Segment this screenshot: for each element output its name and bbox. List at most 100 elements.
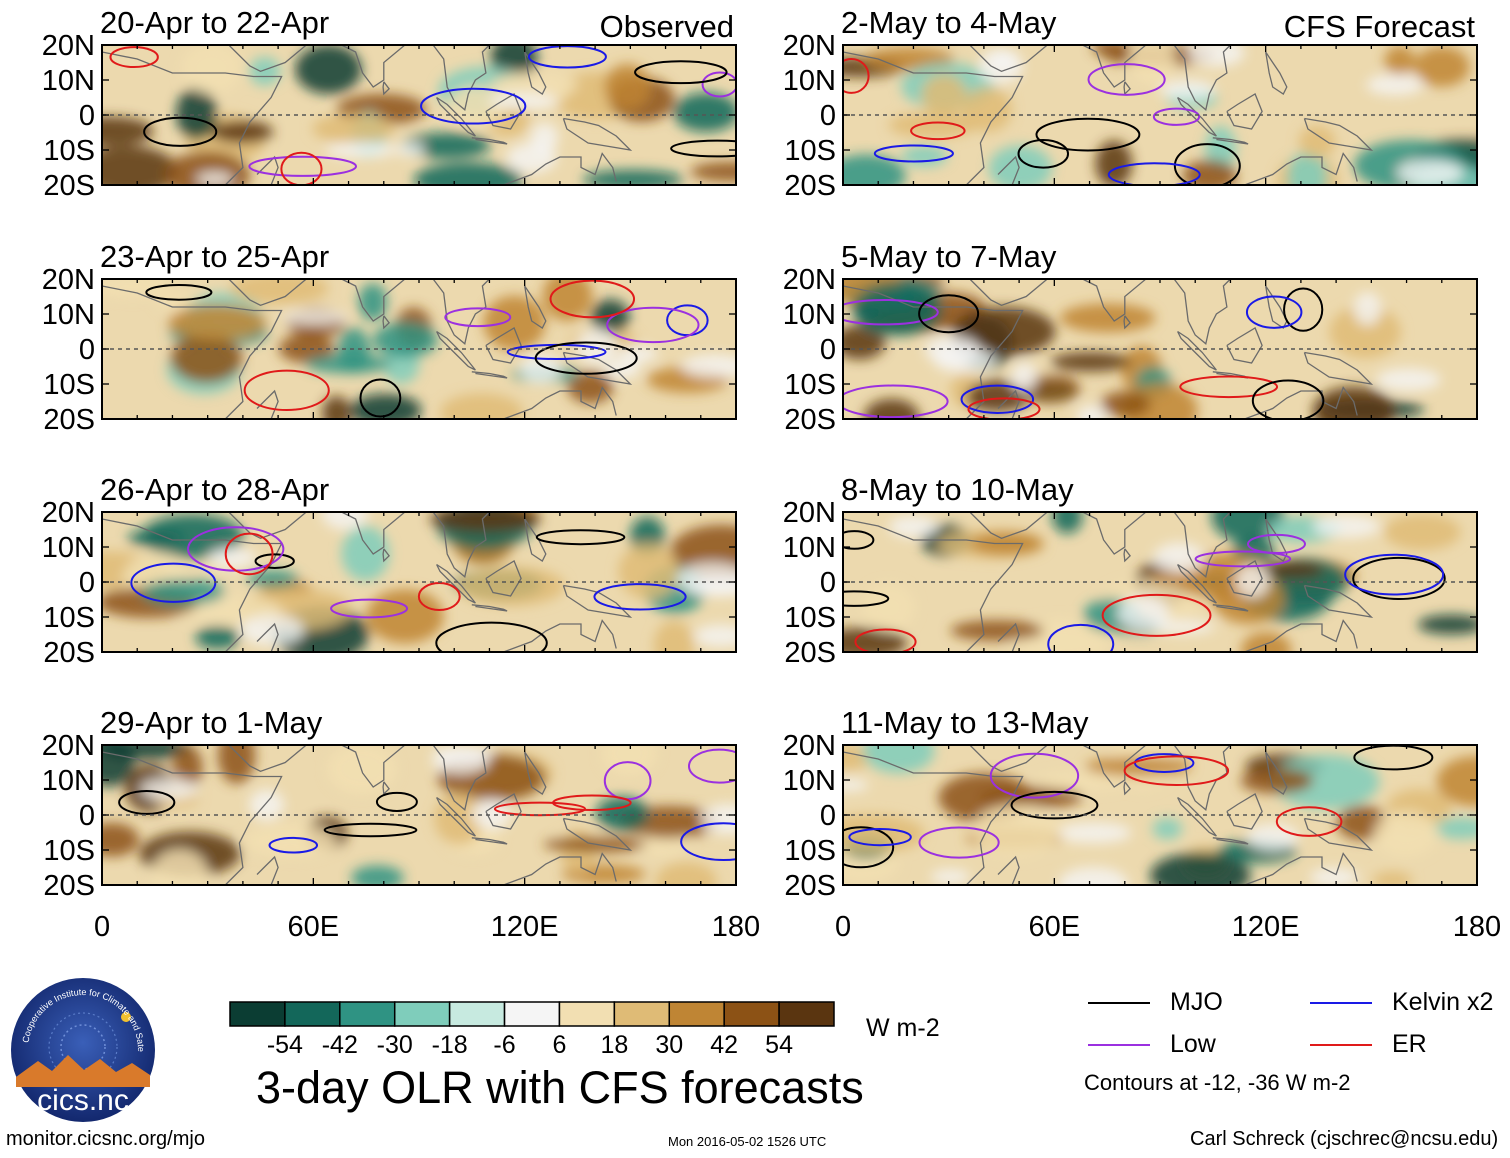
panel-title: 8-May to 10-May bbox=[841, 472, 1074, 507]
wave-contours bbox=[843, 745, 1434, 869]
colorbar-tick-label: 42 bbox=[710, 1031, 738, 1059]
olr-field bbox=[102, 45, 736, 185]
lat-tick-label: 20N bbox=[42, 497, 95, 529]
lat-tick-label: 20S bbox=[784, 170, 836, 202]
colorbar-units: W m-2 bbox=[866, 1014, 940, 1042]
colorbar-swatch bbox=[558, 1001, 616, 1027]
colorbar-swatch bbox=[448, 1001, 506, 1027]
olr-field bbox=[843, 745, 1477, 885]
coastlines bbox=[102, 745, 633, 885]
colorbar-swatch bbox=[284, 1001, 341, 1027]
lat-tick-label: 0 bbox=[79, 800, 95, 832]
colorbar-swatch bbox=[393, 1001, 451, 1027]
lat-tick-label: 10N bbox=[42, 65, 95, 97]
wave-contours bbox=[130, 526, 687, 652]
legend-line-low bbox=[1088, 1043, 1150, 1046]
lon-tick-label: 120E bbox=[491, 911, 559, 943]
lat-tick-label: 20S bbox=[43, 870, 95, 902]
lat-tick-label: 10N bbox=[42, 765, 95, 797]
olr-field bbox=[843, 45, 1477, 185]
lat-tick-label: 20S bbox=[43, 637, 95, 669]
lat-tick-label: 10N bbox=[42, 532, 95, 564]
lon-tick-label: 0 bbox=[94, 911, 110, 943]
colorbar-swatch bbox=[339, 1001, 396, 1027]
lat-tick-label: 20N bbox=[783, 497, 836, 529]
colorbar-tick-label: 6 bbox=[553, 1031, 567, 1059]
lat-tick-label: 10N bbox=[42, 299, 95, 331]
contour-note: Contours at -12, -36 W m-2 bbox=[1084, 1070, 1351, 1095]
colorbar-swatch bbox=[613, 1001, 671, 1027]
cics-logo: Cooperative Institute for Climate and Sa… bbox=[8, 975, 155, 1122]
wave-contours bbox=[843, 57, 1241, 185]
panel-title: 5-May to 7-May bbox=[841, 239, 1057, 274]
coastlines bbox=[843, 745, 1374, 885]
lat-tick-label: 20N bbox=[42, 264, 95, 296]
colorbar-tick-label: 18 bbox=[600, 1031, 628, 1059]
lat-tick-label: 0 bbox=[820, 100, 836, 132]
colorbar-tick-label: 54 bbox=[765, 1031, 793, 1059]
lon-tick-label: 0 bbox=[835, 911, 851, 943]
lon-tick-label: 120E bbox=[1232, 911, 1300, 943]
colorbar: -54 -42 -30 -18 -6 6 18 30 42 54 bbox=[229, 1001, 835, 1059]
lon-tick-label: 180 bbox=[712, 911, 760, 943]
footer-url: monitor.cicsnc.org/mjo bbox=[6, 1128, 205, 1150]
colorbar-tick-label: -6 bbox=[493, 1031, 515, 1059]
lat-tick-label: 10N bbox=[783, 299, 836, 331]
lat-tick-label: 10S bbox=[43, 135, 95, 167]
lat-tick-label: 10S bbox=[784, 369, 836, 401]
lat-tick-label: 20S bbox=[43, 170, 95, 202]
wave-contours bbox=[843, 287, 1325, 419]
legend-item-er: ER bbox=[1310, 1030, 1427, 1059]
olr-field bbox=[843, 512, 1477, 652]
panel-title: 11-May to 13-May bbox=[841, 705, 1089, 740]
colorbar-tick-label: -30 bbox=[377, 1031, 413, 1059]
lat-tick-label: 10S bbox=[43, 835, 95, 867]
legend-label-er: ER bbox=[1392, 1030, 1427, 1058]
legend-item-mjo: MJO bbox=[1088, 988, 1223, 1017]
legend-item-low: Low bbox=[1088, 1030, 1216, 1059]
coastlines bbox=[102, 45, 633, 185]
lat-tick-label: 0 bbox=[820, 567, 836, 599]
lon-tick-label: 180 bbox=[1453, 911, 1501, 943]
lat-tick-label: 20N bbox=[783, 730, 836, 762]
colorbar-swatch bbox=[668, 1001, 725, 1027]
coastlines bbox=[102, 279, 633, 419]
lat-tick-label: 10S bbox=[784, 835, 836, 867]
wave-contours bbox=[109, 45, 736, 185]
olr-field bbox=[102, 745, 736, 885]
lat-tick-label: 20S bbox=[784, 404, 836, 436]
wave-contours bbox=[145, 279, 709, 418]
column-tag: Observed bbox=[600, 9, 734, 44]
coastlines bbox=[843, 512, 1374, 652]
lat-tick-label: 20S bbox=[43, 404, 95, 436]
panel-title: 26-Apr to 28-Apr bbox=[100, 472, 329, 507]
wave-contours bbox=[843, 530, 1446, 652]
lat-tick-label: 20S bbox=[784, 870, 836, 902]
legend-line-kelvin bbox=[1310, 1001, 1372, 1004]
legend-label-kelvin: Kelvin x2 bbox=[1392, 988, 1494, 1016]
coastlines bbox=[843, 45, 1374, 185]
logo-text: cics.nc bbox=[37, 1084, 129, 1117]
lat-tick-label: 10S bbox=[43, 369, 95, 401]
lat-tick-label: 20S bbox=[784, 637, 836, 669]
panel-title: 20-Apr to 22-Apr bbox=[100, 5, 329, 40]
colorbar-tick-label: 30 bbox=[655, 1031, 683, 1059]
lat-tick-label: 20N bbox=[42, 30, 95, 62]
lat-tick-label: 10N bbox=[783, 532, 836, 564]
panel-title: 29-Apr to 1-May bbox=[100, 705, 323, 740]
lat-tick-label: 0 bbox=[820, 334, 836, 366]
lon-tick-label: 60E bbox=[1029, 911, 1081, 943]
colorbar-swatch bbox=[503, 1001, 561, 1027]
lat-tick-label: 20N bbox=[783, 30, 836, 62]
colorbar-swatch bbox=[778, 1001, 835, 1027]
colorbar-swatch bbox=[229, 1001, 286, 1027]
